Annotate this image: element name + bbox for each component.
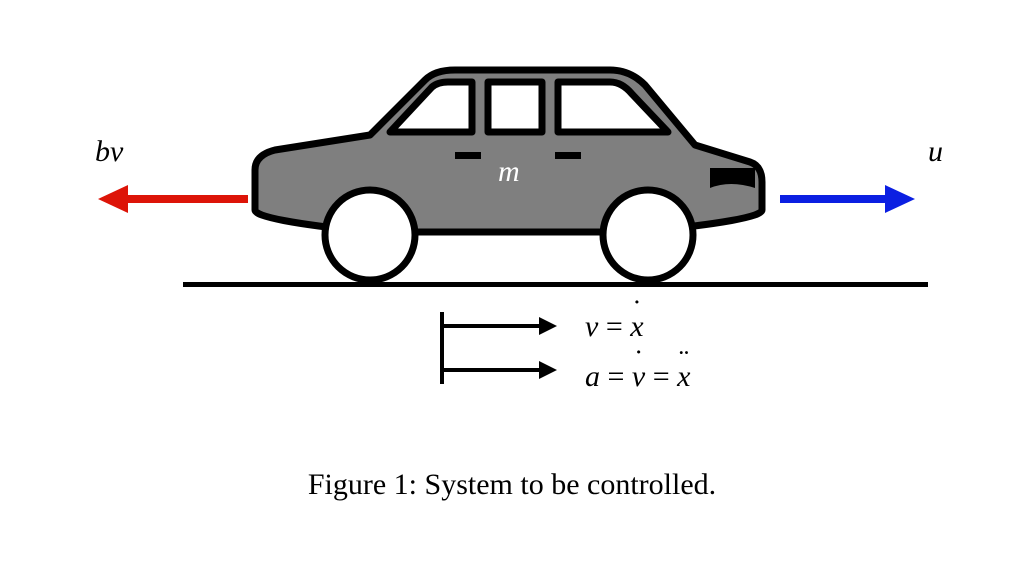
mass-label: m — [498, 155, 520, 189]
caption-prefix: Figure 1: — [308, 468, 425, 501]
ground-line — [183, 282, 928, 287]
velocity-equation: v = x — [585, 310, 644, 344]
drag-force-label: bv — [95, 135, 123, 169]
caption-text: System to be controlled. — [425, 468, 717, 501]
accel-mid: v — [632, 360, 645, 394]
velocity-lhs: v — [585, 310, 598, 343]
figure-caption: Figure 1: System to be controlled. — [50, 468, 974, 502]
accel-lhs: a — [585, 360, 600, 393]
accel-rhs: x — [677, 360, 690, 394]
drive-force-label: u — [928, 135, 943, 169]
velocity-rhs: x — [630, 310, 643, 344]
acceleration-equation: a = v = x — [585, 360, 691, 394]
figure-diagram: m bv u v = x a = v = x Figure 1: System … — [50, 60, 974, 500]
